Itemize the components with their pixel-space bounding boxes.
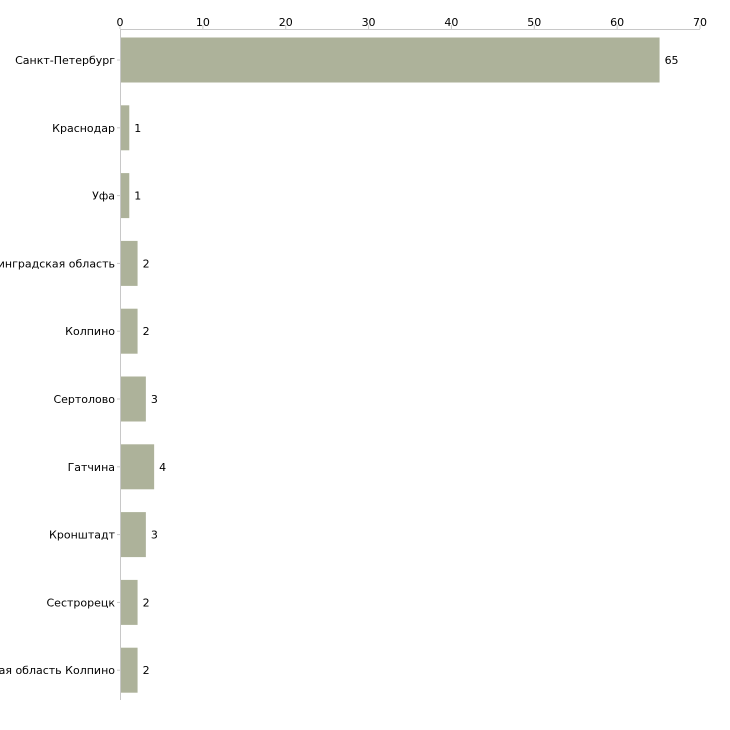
value-label: 1 (134, 122, 141, 135)
category-label: Уфа (92, 190, 115, 203)
value-label: 4 (159, 461, 166, 474)
bar (121, 37, 660, 83)
x-tick-label: 10 (196, 16, 210, 29)
category-label: Сестрорецк (47, 596, 116, 609)
bar (121, 444, 155, 490)
value-label: 3 (151, 393, 158, 406)
category-label: Ленинградская область (0, 257, 115, 270)
bar (121, 173, 130, 219)
category-label: Санкт-Петербург (15, 54, 115, 67)
bar (121, 308, 138, 354)
value-label: 65 (665, 54, 679, 67)
bars: Санкт-Петербург 65 Краснодар 1 Уфа 1 Ленинград… (0, 37, 679, 693)
x-tick-label: 40 (444, 16, 458, 29)
bar (121, 105, 130, 151)
category-label: Кронштадт (49, 529, 116, 542)
category-label: Сертолово (53, 393, 115, 406)
value-label: 2 (143, 596, 150, 609)
bar (121, 512, 146, 558)
x-tick-label: 50 (527, 16, 541, 29)
x-tick-label: 20 (279, 16, 293, 29)
value-label: 2 (143, 664, 150, 677)
value-label: 2 (143, 325, 150, 338)
bar (121, 376, 146, 422)
value-label: 1 (134, 190, 141, 203)
category-label: Гатчина (68, 461, 115, 474)
category-label: Ленинградская область Колпино (0, 664, 115, 677)
x-tick-label: 60 (610, 16, 624, 29)
category-label: Колпино (65, 325, 115, 338)
x-tick-label: 70 (693, 16, 707, 29)
bar (121, 647, 138, 693)
value-label: 3 (151, 529, 158, 542)
bar (121, 579, 138, 625)
value-label: 2 (143, 257, 150, 270)
category-label: Краснодар (52, 122, 115, 135)
x-tick-label: 0 (117, 16, 124, 29)
x-tick-label: 30 (362, 16, 376, 29)
x-axis-ticks: 0 10 20 30 40 50 60 70 (117, 16, 707, 29)
bar (121, 240, 138, 286)
